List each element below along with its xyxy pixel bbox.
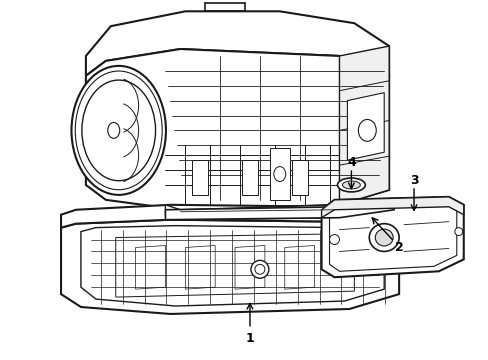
Polygon shape [165,200,388,220]
Polygon shape [329,203,456,271]
Ellipse shape [273,167,285,181]
Ellipse shape [342,181,360,189]
Ellipse shape [329,235,339,244]
Polygon shape [269,148,289,200]
Polygon shape [61,205,398,228]
Polygon shape [86,11,388,76]
Polygon shape [291,160,307,195]
Ellipse shape [368,224,398,251]
Ellipse shape [337,178,365,192]
Polygon shape [339,46,388,205]
Text: 4: 4 [346,156,355,168]
Ellipse shape [454,228,462,235]
Ellipse shape [71,66,165,195]
Ellipse shape [107,122,120,138]
Polygon shape [321,197,463,277]
Polygon shape [86,49,388,210]
Polygon shape [346,93,384,160]
Text: 1: 1 [245,332,254,345]
Ellipse shape [250,260,268,278]
Ellipse shape [374,229,392,246]
Polygon shape [81,226,384,306]
Ellipse shape [81,80,155,181]
Polygon shape [242,160,257,195]
Polygon shape [321,197,463,218]
Ellipse shape [254,264,264,274]
Text: 2: 2 [394,241,403,254]
Polygon shape [192,160,208,195]
Polygon shape [61,220,398,314]
Polygon shape [165,200,393,220]
Text: 3: 3 [409,174,418,186]
Ellipse shape [358,120,375,141]
